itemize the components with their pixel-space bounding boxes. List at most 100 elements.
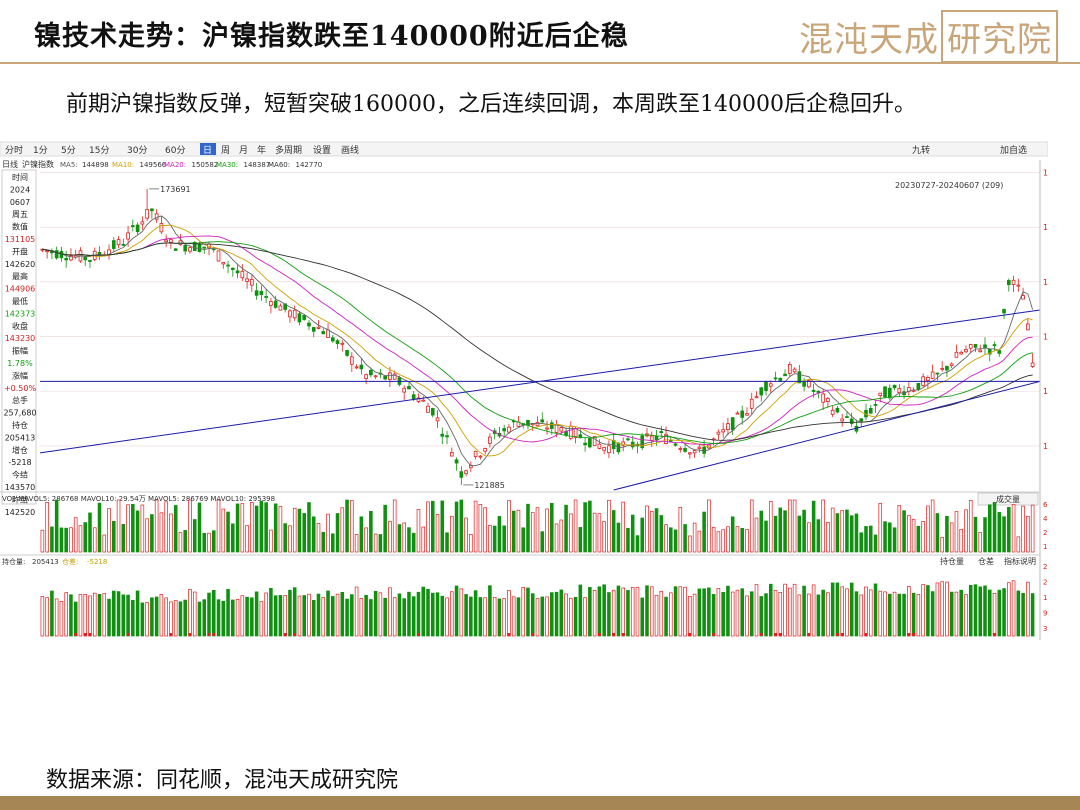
toolbar-tab-分时[interactable]: 分时: [5, 144, 23, 156]
candle-body: [602, 447, 606, 451]
candle-body: [416, 397, 421, 402]
oi-tick-label: 255609: [1043, 563, 1048, 571]
volume-bar: [635, 535, 640, 553]
volume-bar: [116, 499, 121, 553]
candle-body: [1016, 284, 1021, 287]
volume-bar: [907, 515, 911, 553]
oi-bar: [226, 589, 230, 637]
oi-change-bar: [612, 633, 616, 636]
volume-bar: [426, 501, 430, 553]
info-panel-item: 142520: [5, 508, 36, 517]
volume-bar: [959, 528, 963, 553]
oi-bar: [583, 597, 587, 637]
volume-bar: [1016, 536, 1021, 553]
candle-body: [121, 243, 126, 246]
oi-bar: [940, 581, 944, 637]
toolbar-tab-30分[interactable]: 30分: [127, 145, 147, 156]
volume-bar: [740, 528, 744, 553]
info-panel-item: 振幅: [12, 346, 28, 356]
candle-body: [473, 450, 478, 457]
oi-bar: [992, 593, 997, 637]
toolbar-tab-周[interactable]: 周: [221, 145, 230, 156]
oi-bar: [202, 599, 207, 637]
toolbar-tab-1分[interactable]: 1分: [33, 145, 48, 156]
oi-bar: [102, 593, 107, 637]
volume-bar: [102, 534, 107, 553]
oi-bar: [131, 600, 135, 637]
candles: 173691 121885: [40, 185, 1035, 490]
volume-bar: [516, 509, 521, 553]
oi-change-checkbox[interactable]: 仓差: [978, 556, 994, 566]
oi-bar: [40, 596, 45, 637]
oi-bar: [535, 598, 540, 637]
volume-bar: [707, 499, 711, 553]
volume-bar: [350, 500, 354, 553]
oi-bar: [611, 589, 616, 637]
candle-body: [649, 435, 654, 441]
oi-bar: [478, 597, 483, 637]
toolbar-tab-5分[interactable]: 5分: [61, 145, 76, 156]
info-panel-bg: [1, 169, 37, 505]
candle-body: [364, 374, 368, 379]
toolbar-tab-月[interactable]: 月: [239, 145, 248, 156]
volume-bar: [730, 516, 735, 553]
candle-body: [840, 418, 845, 422]
oi-bar: [649, 586, 654, 637]
info-panel-item: 持仓: [12, 420, 28, 430]
oi-checkbox[interactable]: 持仓量: [940, 556, 964, 566]
oi-bar: [997, 589, 1002, 637]
volume-bar: [626, 527, 630, 553]
toolbar-tab-15分[interactable]: 15分: [89, 145, 109, 156]
volume-bar: [788, 499, 792, 553]
oi-bar: [302, 595, 307, 637]
volume-bar: [940, 536, 944, 553]
candle-body: [640, 435, 645, 449]
oi-bar: [459, 588, 464, 637]
oi-bar: [868, 589, 873, 637]
volume-bar: [473, 500, 478, 553]
oi-change-bar: [74, 633, 78, 636]
candle-body: [607, 445, 611, 453]
oi-bar: [540, 596, 545, 637]
volume-bar: [231, 523, 235, 553]
candle-body: [326, 329, 330, 338]
oi-bar: [50, 590, 54, 637]
candle-body: [178, 240, 183, 245]
candle-body: [830, 409, 835, 415]
info-panel-item: 142620: [5, 260, 36, 269]
candle-body: [1006, 280, 1011, 286]
oi-bar: [964, 594, 968, 637]
indicator-help-button[interactable]: 指标说明: [1004, 556, 1036, 566]
oi-bar: [411, 596, 416, 637]
candle-body: [621, 441, 626, 446]
oi-bar: [754, 584, 759, 637]
toolbar-tab-60分[interactable]: 60分: [165, 145, 185, 156]
toolbar-tab-年[interactable]: 年: [257, 144, 266, 156]
volume-bar: [802, 509, 806, 553]
volume-selector[interactable]: 成交量: [996, 494, 1020, 504]
oi-bar: [764, 593, 768, 637]
volume-bar: [602, 521, 606, 553]
candle-body: [1021, 295, 1025, 300]
candle-body: [245, 278, 249, 282]
oi-bar: [311, 599, 316, 637]
candle-body: [1030, 362, 1035, 367]
candle-body: [221, 262, 226, 265]
oi-bar: [654, 594, 659, 637]
info-panel-item: 涨幅: [12, 370, 28, 380]
oi-bar: [483, 597, 487, 637]
toolbar-right-item[interactable]: 九转: [912, 144, 930, 156]
toolbar-tab-日[interactable]: 日: [203, 145, 212, 156]
candle-body: [345, 350, 349, 356]
candle-body: [1002, 309, 1006, 314]
volume-bar: [254, 505, 259, 553]
toolbar-tab-设置[interactable]: 设置: [313, 145, 331, 156]
add-favorite-button[interactable]: 加自选: [1000, 144, 1027, 156]
toolbar-tab-多周期[interactable]: 多周期: [275, 144, 302, 156]
toolbar-tab-画线[interactable]: 画线: [341, 144, 359, 156]
volume-bar: [926, 505, 930, 553]
volume-bar: [902, 510, 906, 553]
oi-bar: [1011, 580, 1016, 637]
volume-bar: [297, 508, 302, 553]
oi-label: 持仓量:: [2, 557, 25, 566]
